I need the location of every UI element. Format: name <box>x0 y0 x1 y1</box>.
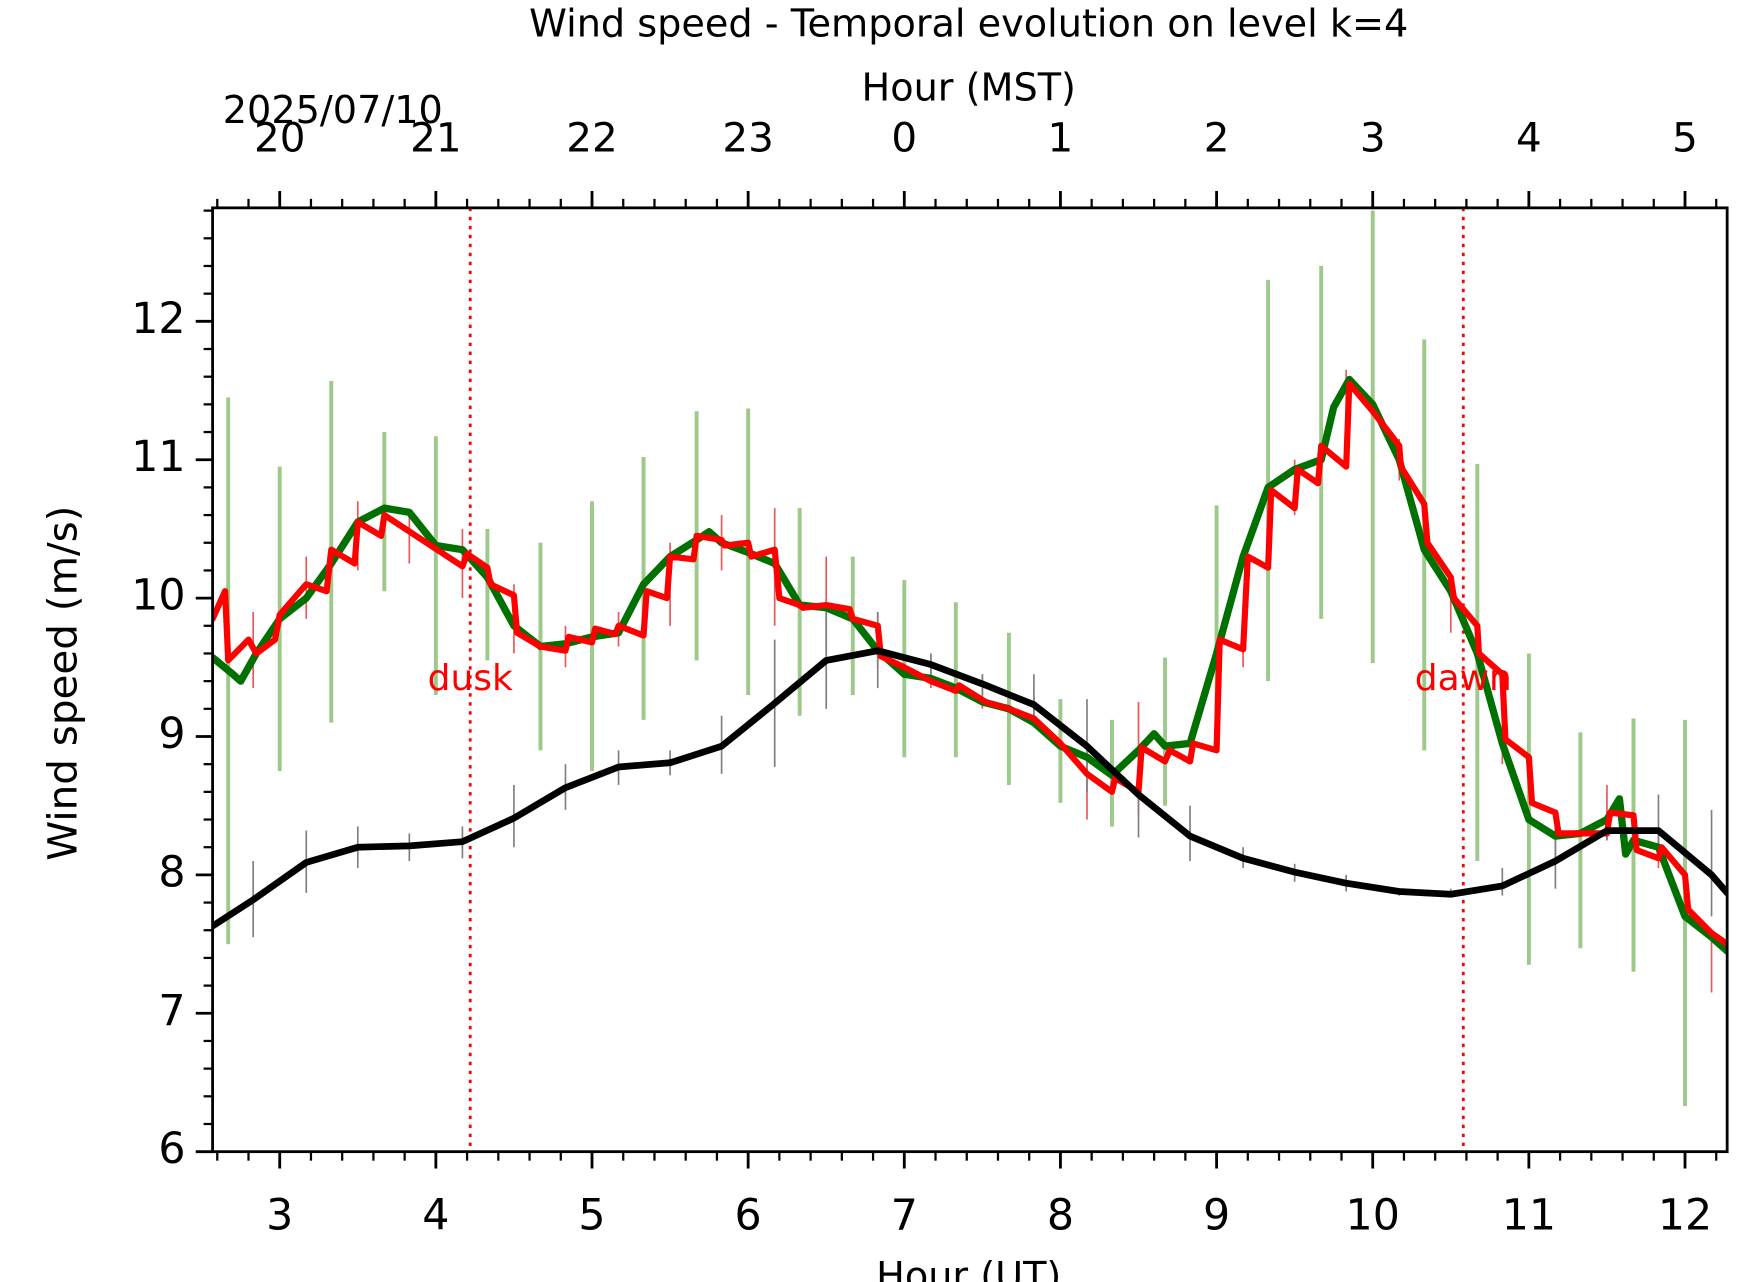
x2-tick-label: 22 <box>566 113 617 161</box>
x2-tick-label: 0 <box>891 113 917 161</box>
y-tick-label: 11 <box>131 432 185 482</box>
x-tick-label: 9 <box>1203 1190 1230 1240</box>
x2-tick-label: 5 <box>1672 113 1698 161</box>
x2-tick-label: 3 <box>1360 113 1386 161</box>
y-tick-label: 9 <box>158 709 185 759</box>
x-tick-label: 3 <box>266 1190 293 1240</box>
x-tick-label: 10 <box>1346 1190 1400 1240</box>
x2-tick-label: 4 <box>1516 113 1542 161</box>
x2-tick-label: 21 <box>410 113 461 161</box>
x2-tick-label: 2 <box>1204 113 1230 161</box>
plot-area <box>212 207 1728 1152</box>
y-axis-label: Wind speed (m/s) <box>38 506 86 861</box>
plot-frame <box>211 206 1729 1154</box>
y-tick-label: 12 <box>131 294 185 344</box>
reference-label: dusk <box>428 658 513 699</box>
y-tick-label: 8 <box>158 847 185 897</box>
x-tick-label: 11 <box>1502 1190 1556 1240</box>
series-line <box>212 380 1728 948</box>
x-tick-label: 12 <box>1658 1190 1712 1240</box>
chart-title: Wind speed - Temporal evolution on level… <box>529 2 1408 46</box>
x2-tick-label: 23 <box>722 113 773 161</box>
series-line <box>212 647 1728 930</box>
x-tick-label: 7 <box>891 1190 918 1240</box>
x-tick-label: 8 <box>1047 1190 1074 1240</box>
reference-label: dawn <box>1415 658 1512 699</box>
y-tick-label: 10 <box>131 571 185 621</box>
x-axis-label: Hour (UT) <box>876 1255 1061 1282</box>
x-tick-label: 6 <box>735 1190 762 1240</box>
x2-axis-label: Hour (MST) <box>862 66 1076 110</box>
x2-tick-label: 1 <box>1048 113 1074 161</box>
x-tick-label: 5 <box>578 1190 605 1240</box>
date-label: 2025/07/10 <box>223 89 443 133</box>
y-tick-label: 7 <box>158 986 185 1036</box>
x2-tick-label: 20 <box>254 113 305 161</box>
y-tick-label: 6 <box>158 1124 185 1174</box>
x-tick-label: 4 <box>422 1190 449 1240</box>
